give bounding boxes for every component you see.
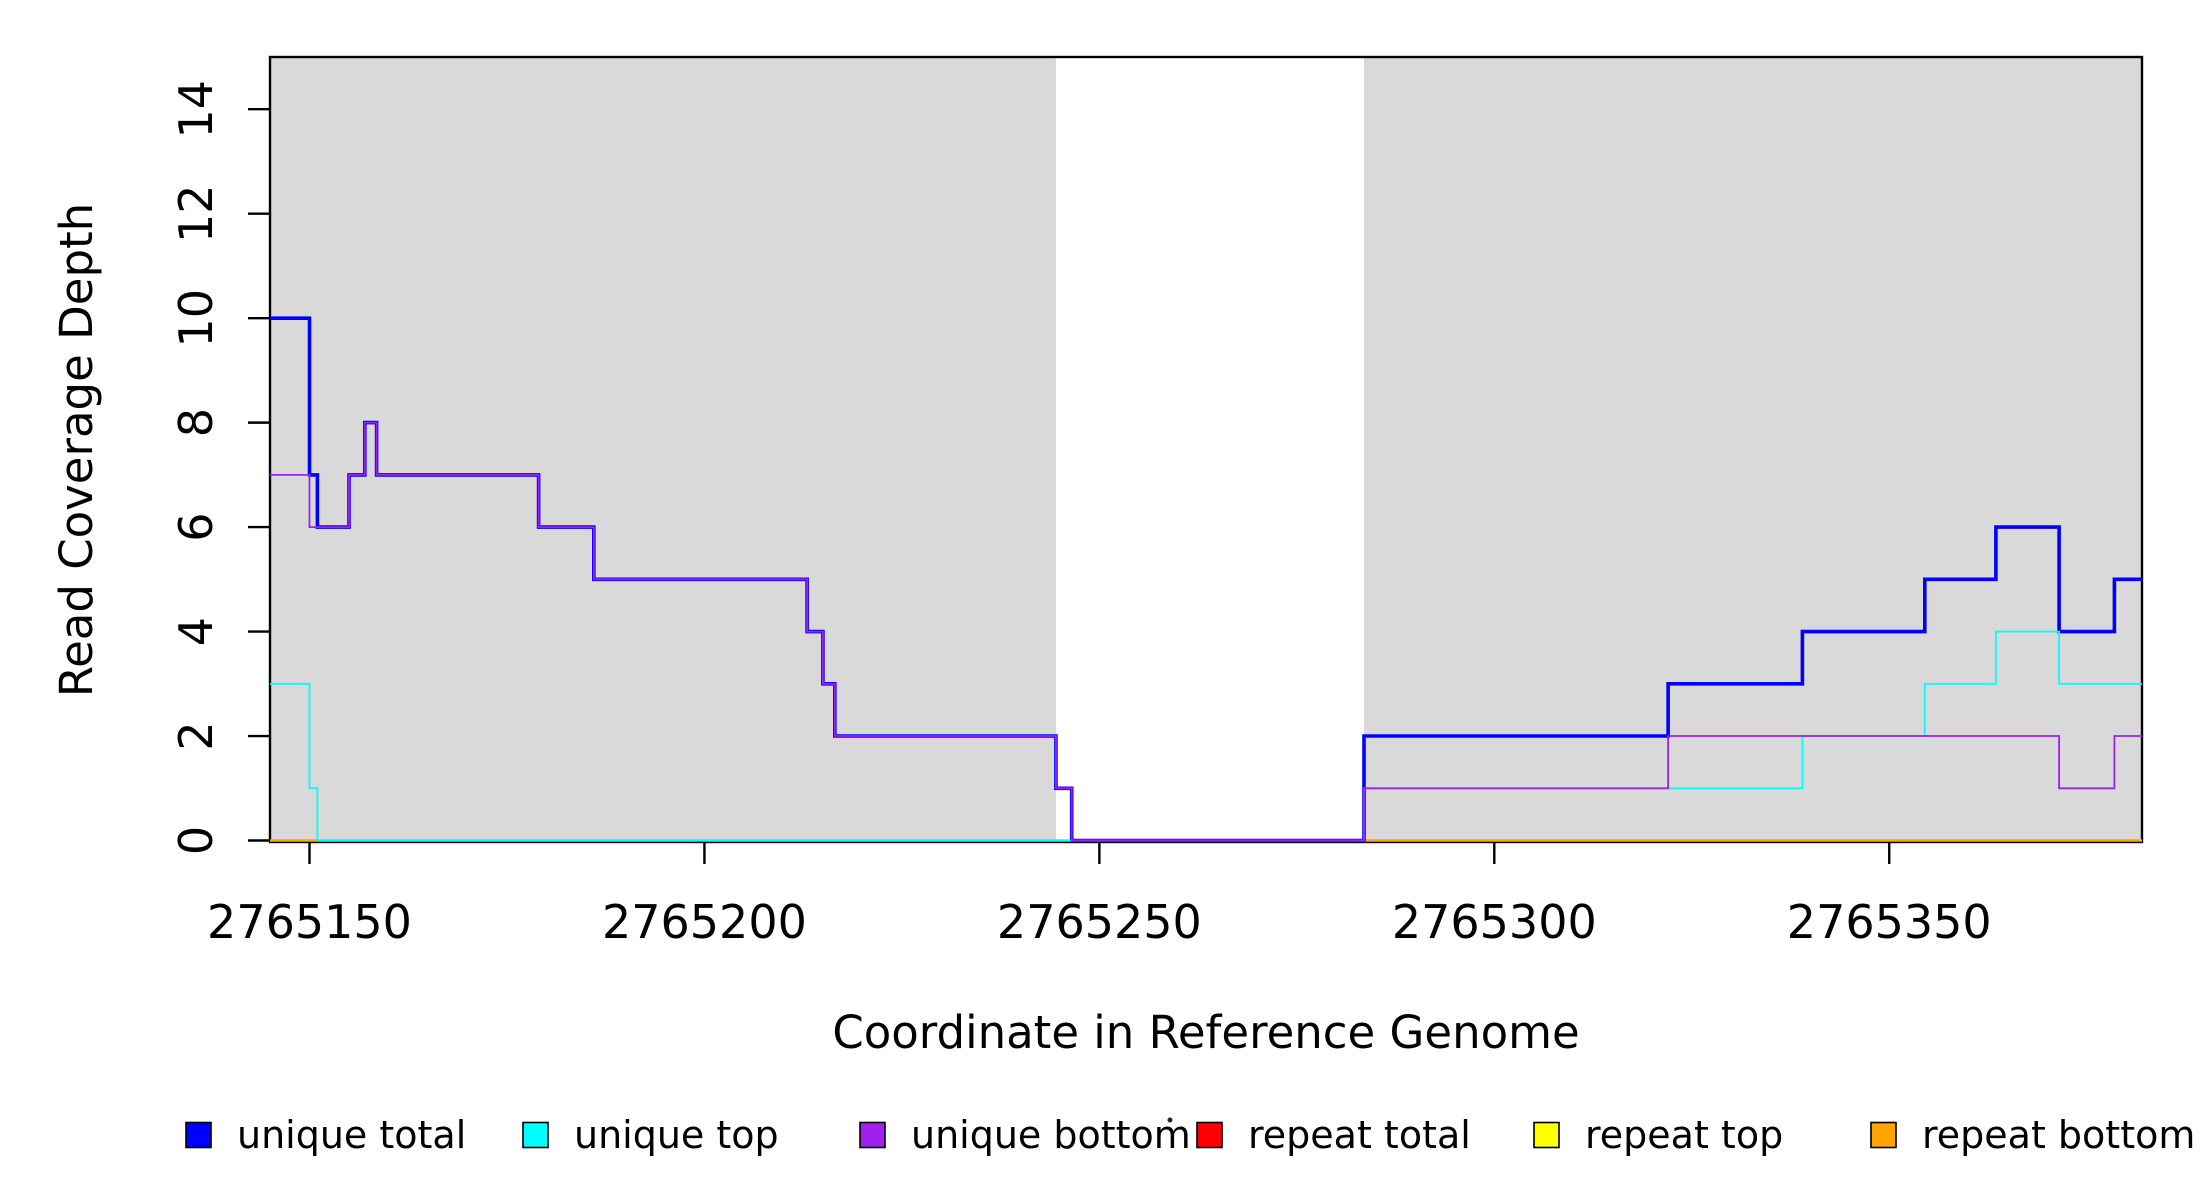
series-lines <box>270 316 2142 843</box>
y-tick-label: 2 <box>169 721 223 750</box>
y-tick-label: 0 <box>169 826 223 855</box>
y-tick-label: 6 <box>169 512 223 541</box>
y-tick-label: 10 <box>169 289 223 348</box>
legend-swatch <box>1870 1121 1897 1149</box>
legend-swatch <box>1196 1121 1223 1149</box>
y-axis-title: Read Coverage Depth <box>50 203 103 697</box>
legend-swatch <box>1533 1121 1560 1149</box>
stray-dot <box>1167 1117 1173 1123</box>
legend-swatch <box>522 1121 549 1149</box>
series-unique-bottom <box>270 421 2142 842</box>
x-axis: 2765150 2765200 2765250 2765300 2765350 <box>207 842 1992 949</box>
y-tick-label: 12 <box>169 184 223 243</box>
series-unique-top <box>270 630 2142 842</box>
x-tick-label: 2765200 <box>602 895 807 949</box>
legend-label: repeat bottom <box>1922 1113 2195 1157</box>
legend-item-repeat-total: repeat total <box>1196 1113 1471 1157</box>
covered-block-1 <box>270 57 1056 842</box>
x-tick-label: 2765350 <box>1787 895 1992 949</box>
legend-swatch <box>859 1121 886 1149</box>
legend-label: repeat total <box>1248 1113 1471 1157</box>
y-axis: 0 2 4 6 8 10 12 14 <box>169 80 270 855</box>
legend-item-unique-top: unique top <box>522 1113 779 1157</box>
legend-label: unique bottom <box>911 1113 1191 1157</box>
legend-item-repeat-top: repeat top <box>1533 1113 1783 1157</box>
legend-label: repeat top <box>1585 1113 1783 1157</box>
legend-item-unique-bottom: unique bottom <box>859 1113 1191 1157</box>
legend-item-unique-total: unique total <box>185 1113 466 1157</box>
legend-label: unique total <box>237 1113 466 1157</box>
x-tick-label: 2765150 <box>207 895 412 949</box>
x-tick-label: 2765250 <box>997 895 1202 949</box>
y-tick-label: 14 <box>169 80 223 139</box>
x-axis-title: Coordinate in Reference Genome <box>832 1006 1579 1059</box>
x-tick-label: 2765300 <box>1392 895 1597 949</box>
legend-swatch <box>185 1121 212 1149</box>
y-tick-label: 4 <box>169 617 223 646</box>
y-tick-label: 8 <box>169 408 223 437</box>
covered-block-2 <box>1363 57 2142 842</box>
legend: unique total unique top unique bottom repea… <box>185 1113 2195 1157</box>
shaded-regions <box>270 57 2142 842</box>
legend-label: unique top <box>574 1113 779 1157</box>
legend-item-repeat-bottom: repeat bottom <box>1870 1113 2195 1157</box>
